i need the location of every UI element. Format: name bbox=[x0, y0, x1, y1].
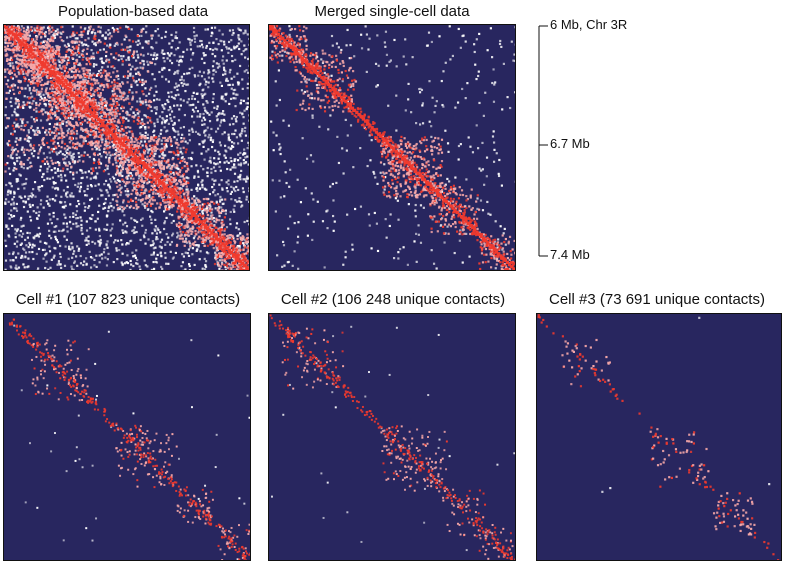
heatmap-population bbox=[3, 24, 250, 271]
axis-label-top: 6 Mb, Chr 3R bbox=[550, 17, 628, 32]
heatmap-cell1 bbox=[3, 313, 251, 561]
title-merged: Merged single-cell data bbox=[314, 3, 470, 20]
title-cell2: Cell #2 (106 248 unique contacts) bbox=[280, 291, 506, 308]
heatmap-cell2 bbox=[268, 313, 516, 561]
title-cell1: Cell #1 (107 823 unique contacts) bbox=[15, 291, 241, 308]
title-cell3: Cell #3 (73 691 unique contacts) bbox=[549, 291, 765, 308]
title-population: Population-based data bbox=[57, 3, 209, 20]
heatmap-cell3 bbox=[536, 313, 782, 561]
genomic-axis: 6 Mb, Chr 3R 6.7 Mb 7.4 Mb bbox=[530, 17, 650, 262]
axis-label-mid: 6.7 Mb bbox=[550, 136, 590, 151]
axis-label-bottom: 7.4 Mb bbox=[550, 247, 590, 262]
heatmap-merged bbox=[268, 24, 516, 271]
